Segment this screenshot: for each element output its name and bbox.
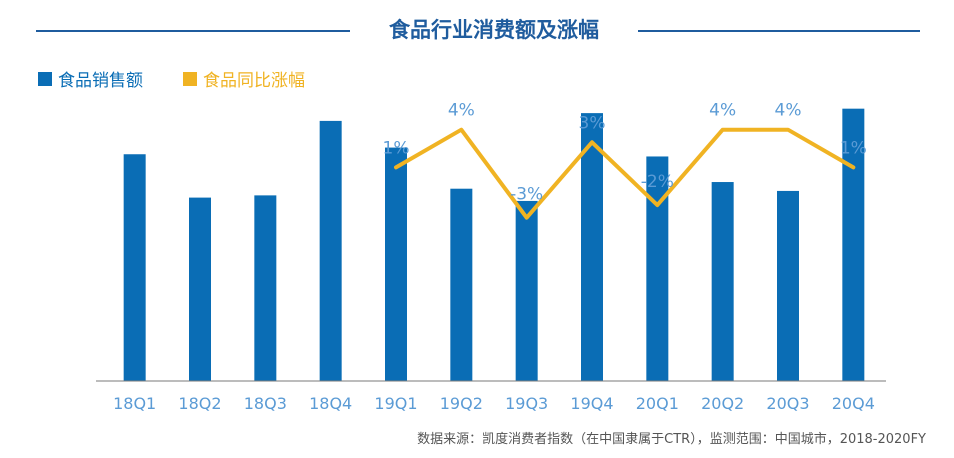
legend-label-sales: 食品销售额 bbox=[58, 71, 143, 91]
bar-19Q4 bbox=[581, 113, 603, 381]
legend-swatch-growth bbox=[183, 71, 197, 86]
growth-data-label: 4% bbox=[709, 101, 736, 121]
growth-data-label: 1% bbox=[840, 138, 867, 158]
growth-data-label: 3% bbox=[579, 113, 606, 133]
legend-item-sales: 食品销售额 bbox=[38, 66, 143, 91]
x-tick-label: 20Q3 bbox=[766, 394, 809, 413]
bar-18Q3 bbox=[254, 195, 277, 381]
growth-data-label: 4% bbox=[448, 101, 475, 121]
bar-20Q3 bbox=[777, 190, 799, 381]
x-tick-label: 20Q4 bbox=[832, 394, 875, 413]
legend: 食品销售额 食品同比涨幅 bbox=[38, 66, 345, 91]
growth-data-label: -2% bbox=[641, 172, 674, 192]
growth-data-label: 1% bbox=[383, 138, 410, 158]
x-tick-label: 18Q2 bbox=[178, 394, 221, 413]
source-note: 数据来源：凯度消费者指数（在中国隶属于CTR），监测范围：中国城市，2018-2… bbox=[417, 432, 926, 447]
legend-swatch-sales bbox=[38, 71, 52, 86]
bar-18Q2 bbox=[189, 197, 211, 381]
x-tick-label: 18Q4 bbox=[309, 394, 352, 413]
chart-title: 食品行业消费额及涨幅 bbox=[389, 18, 599, 42]
title-rule-right bbox=[638, 30, 920, 32]
bar-19Q3 bbox=[515, 200, 538, 381]
bar-19Q1 bbox=[385, 147, 407, 381]
title-rule-left bbox=[36, 30, 350, 32]
x-tick-label: 19Q2 bbox=[440, 394, 483, 413]
x-tick-label: 20Q2 bbox=[701, 394, 744, 413]
legend-label-growth: 食品同比涨幅 bbox=[203, 71, 305, 91]
chart-plot: 18Q1 18Q2 18Q3 18Q4 19Q1 19Q2 19Q3 19Q4 20Q1 20Q2… bbox=[96, 101, 886, 413]
growth-line bbox=[394, 127, 856, 220]
title-row: 食品行业消费额及涨幅 bbox=[0, 6, 954, 50]
bar-18Q4 bbox=[319, 120, 342, 382]
bar-19Q2 bbox=[450, 188, 473, 381]
x-tick-label: 18Q3 bbox=[244, 394, 287, 413]
growth-data-label: -3% bbox=[510, 185, 543, 205]
bar-20Q1 bbox=[646, 156, 669, 381]
x-tick-label: 19Q4 bbox=[570, 394, 613, 413]
x-tick-label: 19Q3 bbox=[505, 394, 548, 413]
growth-data-label: 4% bbox=[775, 101, 802, 121]
x-tick-label: 18Q1 bbox=[113, 394, 156, 413]
x-tick-label: 20Q1 bbox=[636, 394, 679, 413]
bar-18Q1 bbox=[123, 154, 146, 381]
legend-item-growth: 食品同比涨幅 bbox=[183, 66, 305, 91]
bar-20Q2 bbox=[711, 182, 734, 381]
bar-20Q4 bbox=[842, 108, 865, 381]
x-tick-label: 19Q1 bbox=[374, 394, 417, 413]
